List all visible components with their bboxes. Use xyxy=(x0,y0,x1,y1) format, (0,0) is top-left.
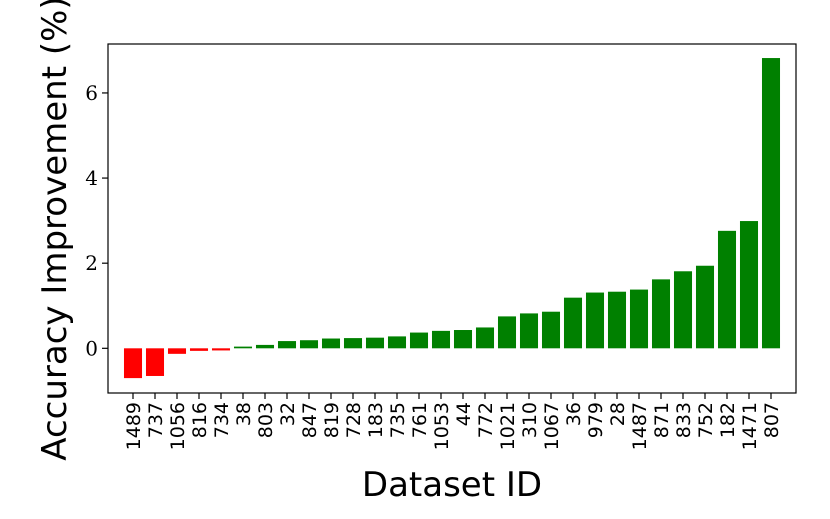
x-tick-label: 847 xyxy=(299,402,321,438)
x-tick-label: 734 xyxy=(211,402,233,438)
x-tick-label: 1056 xyxy=(167,402,189,450)
x-tick-label: 1471 xyxy=(739,402,761,450)
x-tick-label: 752 xyxy=(695,402,717,438)
bar-735 xyxy=(387,336,407,349)
x-axis: 1489 737 1056 816 734 38 803 32 847 819 728 183 735 7… xyxy=(123,393,783,450)
x-tick-label: 183 xyxy=(365,402,387,438)
bars xyxy=(123,58,781,379)
bar-807 xyxy=(761,58,781,349)
bar-737 xyxy=(145,348,165,376)
bar-1056 xyxy=(167,348,187,354)
y-tick-label: 2 xyxy=(85,251,98,275)
bar-979 xyxy=(585,292,605,349)
y-tick-label: 0 xyxy=(85,336,98,360)
y-tick-label: 4 xyxy=(85,166,98,190)
bar-728 xyxy=(343,338,363,349)
x-tick-label: 816 xyxy=(189,402,211,438)
x-tick-label: 803 xyxy=(255,402,277,438)
bar-1487 xyxy=(629,289,649,349)
plot-frame xyxy=(107,43,797,394)
bar-833 xyxy=(673,271,693,349)
x-tick-label: 979 xyxy=(585,402,607,438)
bar-32 xyxy=(277,341,297,349)
x-tick-label: 772 xyxy=(475,402,497,438)
bar-816 xyxy=(189,348,209,351)
bar-310 xyxy=(519,313,539,349)
x-axis-title: Dataset ID xyxy=(362,465,542,505)
x-tick-label: 1021 xyxy=(497,402,519,450)
bar-44 xyxy=(453,330,473,349)
bar-182 xyxy=(717,230,737,349)
x-tick-label: 819 xyxy=(321,402,343,438)
x-tick-label: 737 xyxy=(145,402,167,438)
x-tick-label: 44 xyxy=(453,402,475,426)
y-tick-label: 6 xyxy=(85,81,98,105)
bar-761 xyxy=(409,332,429,349)
bar-28 xyxy=(607,291,627,349)
bar-734 xyxy=(211,348,231,351)
bar-38 xyxy=(233,346,253,349)
x-tick-label: 38 xyxy=(233,402,255,426)
bar-1489 xyxy=(123,348,143,379)
bar-1067 xyxy=(541,311,561,349)
x-tick-label: 182 xyxy=(717,402,739,438)
x-tick-label: 1053 xyxy=(431,402,453,450)
bar-847 xyxy=(299,340,319,349)
plot-area xyxy=(107,43,797,394)
bar-1471 xyxy=(739,221,759,349)
x-tick-label: 1489 xyxy=(123,402,145,450)
x-tick-label: 32 xyxy=(277,402,299,426)
x-tick-label: 28 xyxy=(607,402,629,426)
bar-819 xyxy=(321,338,341,349)
x-tick-label: 36 xyxy=(563,402,585,426)
bar-36 xyxy=(563,297,583,349)
bar-752 xyxy=(695,265,715,349)
y-axis-title: Accuracy Improvement (%) xyxy=(35,0,75,461)
x-tick-label: 871 xyxy=(651,402,673,438)
x-tick-label: 1487 xyxy=(629,402,651,450)
y-axis: 0 2 4 6 xyxy=(85,81,108,360)
x-tick-label: 1067 xyxy=(541,402,563,450)
bar-183 xyxy=(365,337,385,349)
x-tick-label: 807 xyxy=(761,402,783,438)
bar-871 xyxy=(651,279,671,349)
bar-772 xyxy=(475,327,495,349)
x-tick-label: 735 xyxy=(387,402,409,438)
x-tick-label: 310 xyxy=(519,402,541,438)
x-tick-label: 728 xyxy=(343,402,365,438)
bar-1053 xyxy=(431,330,451,349)
x-tick-label: 761 xyxy=(409,402,431,438)
bar-1021 xyxy=(497,316,517,349)
x-tick-label: 833 xyxy=(673,402,695,438)
bar-803 xyxy=(255,344,275,349)
